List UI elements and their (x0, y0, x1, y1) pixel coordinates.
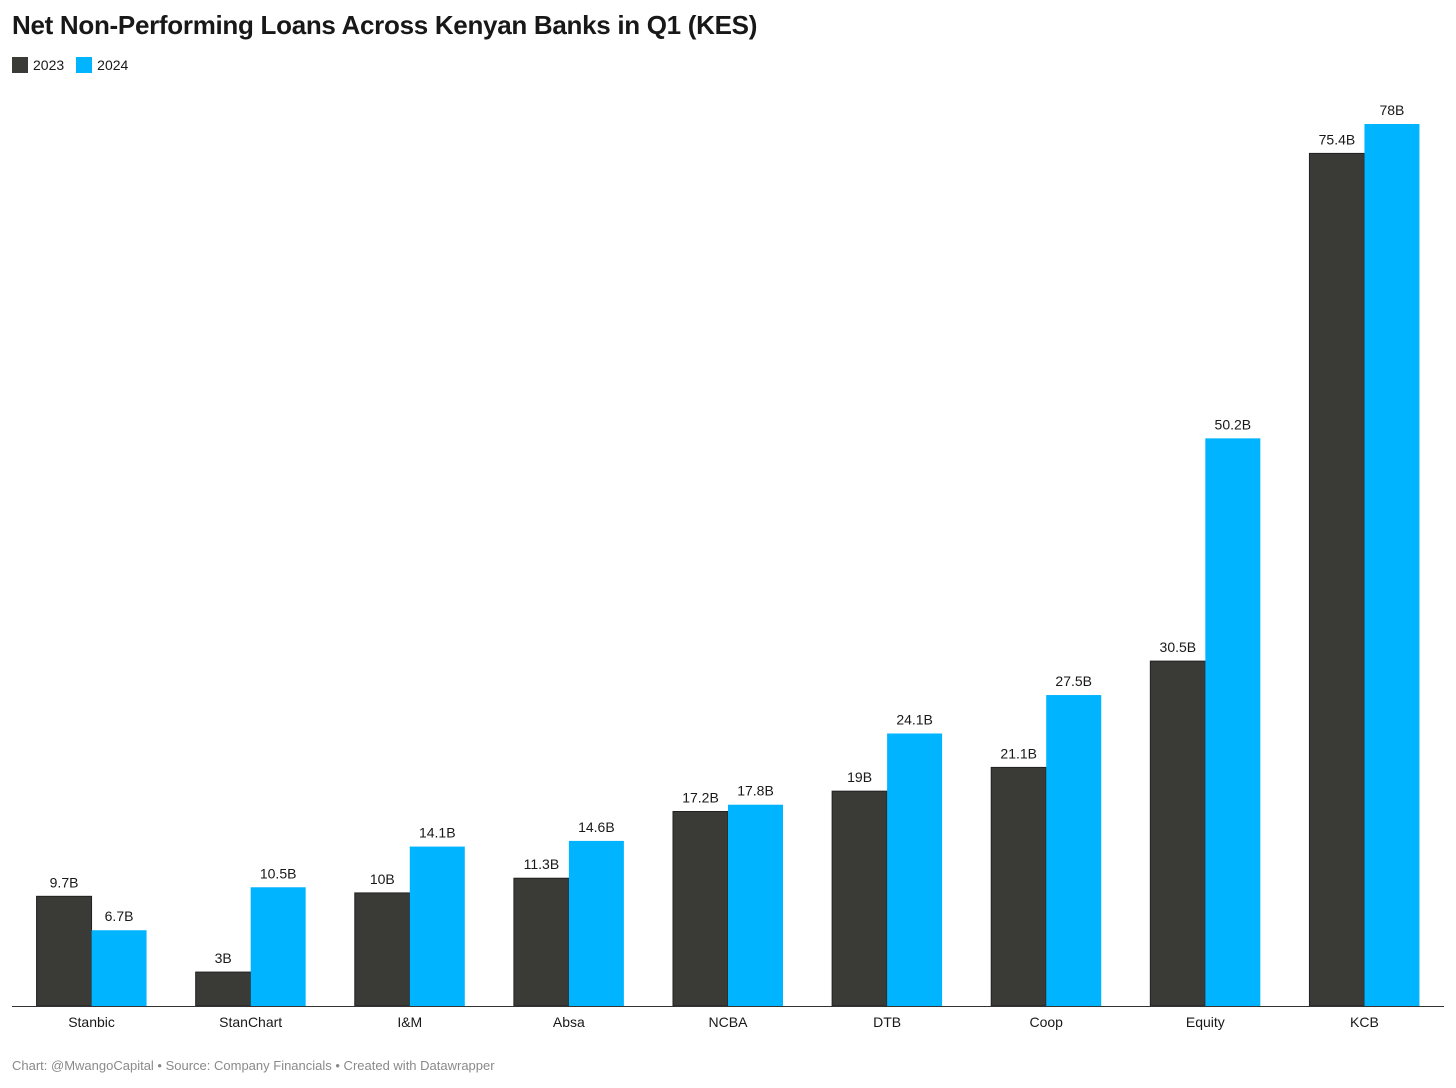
data-label-2024-absa: 14.6B (578, 819, 615, 835)
data-label-2024-coop: 27.5B (1055, 673, 1092, 689)
x-tick-label: I&M (397, 1014, 422, 1030)
x-tick-label: DTB (873, 1014, 901, 1030)
x-tick-label: Coop (1029, 1014, 1063, 1030)
bar-2023-stanchart (195, 971, 252, 1007)
chart-legend: 2023 2024 (12, 57, 140, 73)
bar-2023-dtb (831, 790, 888, 1007)
data-label-2023-stanchart: 3B (215, 950, 232, 966)
bar-2023-stanbic (36, 895, 93, 1007)
x-tick-label: Equity (1186, 1014, 1225, 1030)
data-label-2023-dtb: 19B (847, 769, 872, 785)
data-label-2023-im: 10B (370, 871, 395, 887)
data-label-2024-stanbic: 6.7B (105, 908, 134, 924)
legend-swatch-2023 (12, 57, 28, 73)
data-label-2024-equity: 50.2B (1215, 416, 1252, 432)
data-label-2023-stanbic: 9.7B (50, 874, 79, 890)
data-label-2023-coop: 21.1B (1000, 745, 1037, 761)
data-label-2024-dtb: 24.1B (896, 711, 933, 727)
bar-2024-coop (1046, 695, 1102, 1006)
bar-2024-absa (568, 840, 624, 1006)
chart-footer: Chart: @MwangoCapital • Source: Company … (12, 1058, 495, 1073)
data-label-2023-ncba: 17.2B (682, 790, 719, 806)
bar-2023-equity (1149, 660, 1206, 1007)
legend-item-2023: 2023 (12, 57, 64, 73)
chart-title: Net Non-Performing Loans Across Kenyan B… (12, 10, 758, 40)
bar-2024-kcb (1364, 124, 1420, 1006)
bar-2023-im (354, 892, 411, 1007)
x-tick-label: Stanbic (68, 1014, 115, 1030)
data-label-2024-ncba: 17.8B (737, 783, 774, 799)
legend-item-2024: 2024 (76, 57, 128, 73)
x-tick-label: Absa (553, 1014, 585, 1030)
data-label-2024-im: 14.1B (419, 825, 456, 841)
legend-label-2023: 2023 (33, 57, 65, 73)
x-tick-label: NCBA (709, 1014, 749, 1030)
legend-swatch-2024 (76, 57, 93, 73)
bar-2023-absa (513, 877, 570, 1007)
legend-label-2024: 2024 (97, 57, 129, 73)
data-label-2023-kcb: 75.4B (1319, 131, 1356, 147)
data-label-2024-stanchart: 10.5B (260, 865, 297, 881)
bar-2024-equity (1205, 438, 1261, 1006)
bar-2023-ncba (672, 811, 729, 1007)
bar-2024-ncba (728, 804, 783, 1006)
bar-2024-dtb (887, 733, 943, 1006)
bar-2024-stanchart (250, 887, 306, 1006)
bar-2023-coop (990, 766, 1047, 1007)
data-label-2024-kcb: 78B (1379, 102, 1404, 118)
x-tick-label: KCB (1350, 1014, 1379, 1030)
bar-2023-kcb (1308, 152, 1365, 1007)
data-label-2023-absa: 11.3B (524, 856, 560, 872)
bar-2024-im (409, 846, 465, 1006)
bar-2024-stanbic (91, 930, 147, 1006)
data-label-2023-equity: 30.5B (1160, 639, 1197, 655)
x-tick-label: StanChart (219, 1014, 282, 1030)
